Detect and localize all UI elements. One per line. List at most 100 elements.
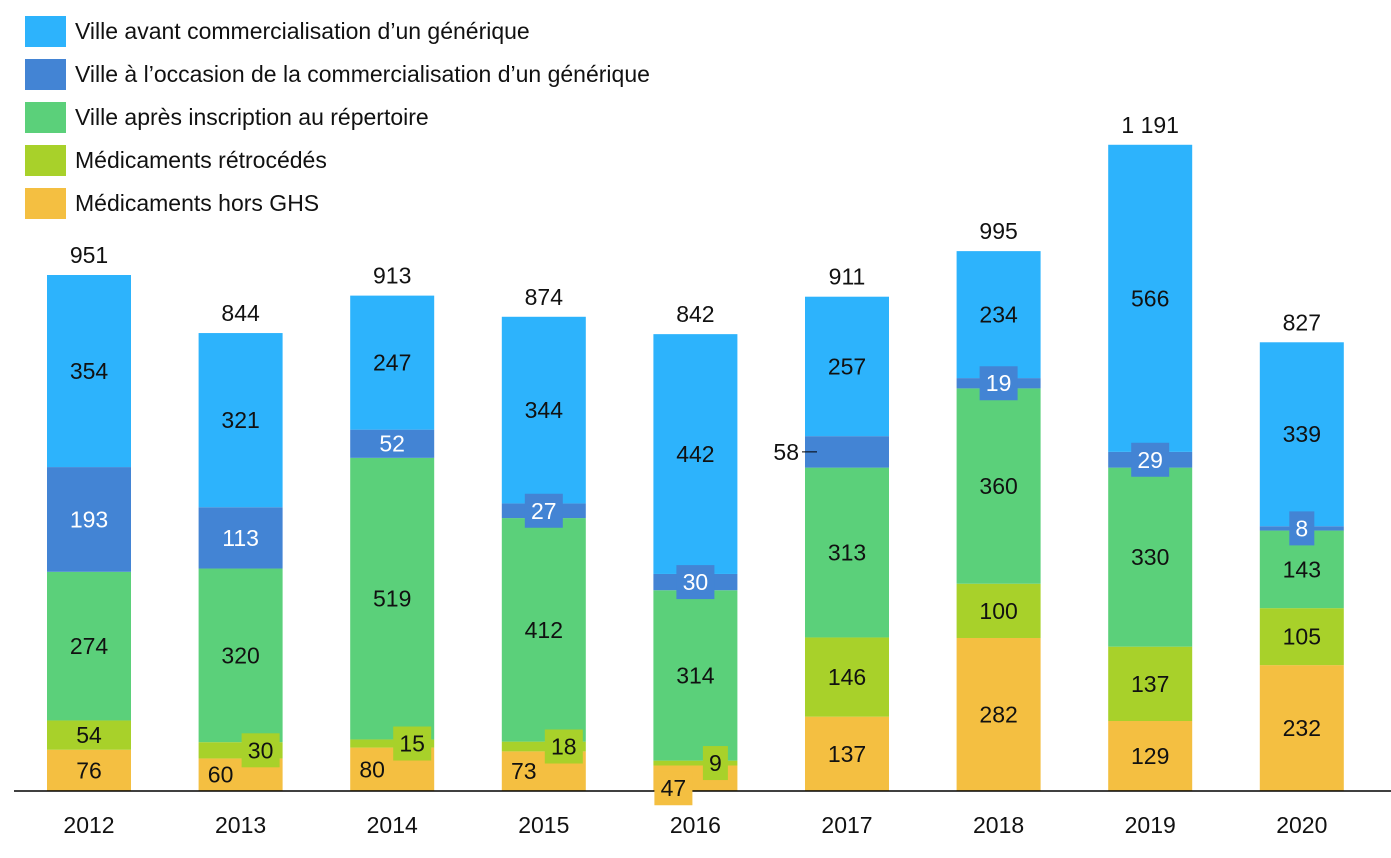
legend-label: Ville à l’occasion de la commercialisati… [75,61,650,87]
total-label: 913 [373,263,411,289]
data-label: 29 [1137,447,1163,473]
data-label: 113 [222,525,259,551]
x-tick-label: 2016 [670,812,721,838]
total-label: 844 [221,300,260,326]
data-label: 314 [676,662,715,688]
data-label-box [241,733,280,768]
data-label: 360 [979,473,1017,499]
data-label: 19 [986,370,1012,396]
bar-segment [501,518,586,742]
x-tick-label: 2013 [215,812,266,838]
bar-segment [198,568,283,743]
legend-label: Ville avant commercialisation d’un génér… [75,18,530,44]
legend-swatch [25,16,66,47]
data-label: 193 [70,506,108,532]
bar-segment [956,251,1041,379]
data-label: 339 [1283,421,1321,447]
legend-item: Ville avant commercialisation d’un génér… [25,10,650,53]
data-label-box [676,565,715,600]
bar-segment [1108,646,1193,722]
data-label-box [702,746,728,781]
bar-segment [47,749,131,791]
bar-segment [805,637,889,717]
x-tick-label: 2014 [367,812,418,838]
bar-segment [350,295,435,430]
bar-segment [1108,467,1193,647]
x-tick-label: 2018 [973,812,1024,838]
bar-segment [47,720,131,750]
x-tick-label: 2017 [821,812,872,838]
bar-segment [350,739,435,748]
bar-segment [805,716,889,791]
data-label-box [1131,442,1170,477]
data-label: 519 [373,586,411,612]
bar-segment [198,333,283,508]
data-label: 282 [979,701,1017,727]
data-label: 47 [661,775,687,801]
data-label: 15 [399,731,425,757]
data-label: 58 [773,439,799,465]
data-label: 80 [359,756,385,782]
total-label: 951 [70,242,108,268]
data-label: 234 [979,302,1018,328]
data-label: 27 [531,498,557,524]
data-label: 143 [1283,556,1321,582]
data-label: 232 [1283,715,1321,741]
legend-item: Médicaments rétrocédés [25,139,650,182]
bar-segment [350,457,435,740]
data-label: 73 [511,758,537,784]
data-label: 146 [828,664,866,690]
bar-segment [1259,342,1344,527]
bar-segment [1259,608,1344,666]
bar-segment [1108,721,1193,791]
data-label-box [393,726,432,761]
data-label: 354 [70,358,109,384]
data-label: 18 [551,734,577,760]
total-label: 874 [525,284,564,310]
data-label-box [544,729,583,764]
data-label: 412 [525,617,563,643]
data-label: 344 [525,397,564,423]
bar-segment [653,334,738,574]
data-label: 313 [828,540,866,566]
bar-segment [198,507,283,569]
legend-swatch [25,102,66,133]
bar-segment [350,429,435,458]
data-label: 320 [221,642,259,668]
legend-swatch [25,59,66,90]
data-label: 54 [76,722,102,748]
legend-swatch [25,145,66,176]
data-label: 274 [70,633,109,659]
x-tick-label: 2020 [1276,812,1327,838]
total-label: 911 [829,264,866,290]
total-label: 1 191 [1121,112,1179,138]
legend-label: Médicaments hors GHS [75,190,320,216]
data-label: 137 [1131,671,1169,697]
legend-item: Ville à l’occasion de la commercialisati… [25,53,650,96]
data-label: 30 [248,737,274,763]
bar-segment [805,296,889,437]
legend-label: Ville après inscription au répertoire [75,104,429,130]
data-label: 76 [76,757,102,783]
bar-segment [47,571,131,721]
bar-segment [501,741,586,752]
data-label: 8 [1295,515,1308,541]
bar-segment [47,467,131,572]
x-tick-label: 2015 [518,812,569,838]
data-label: 257 [828,353,866,379]
bar-segment [805,467,889,638]
data-label-box [654,771,693,806]
data-label: 566 [1131,285,1169,311]
total-label: 842 [676,301,714,327]
data-label: 52 [379,431,405,457]
bar-segment [653,760,738,766]
bar-segment [1259,665,1344,791]
bar-segment [956,583,1041,638]
data-label-box [524,493,563,528]
data-label-box [1289,511,1315,546]
legend-item: Médicaments hors GHS [25,182,650,225]
legend-label: Médicaments rétrocédés [75,147,327,173]
bar-segment [956,637,1041,791]
legend-swatch [25,188,66,219]
